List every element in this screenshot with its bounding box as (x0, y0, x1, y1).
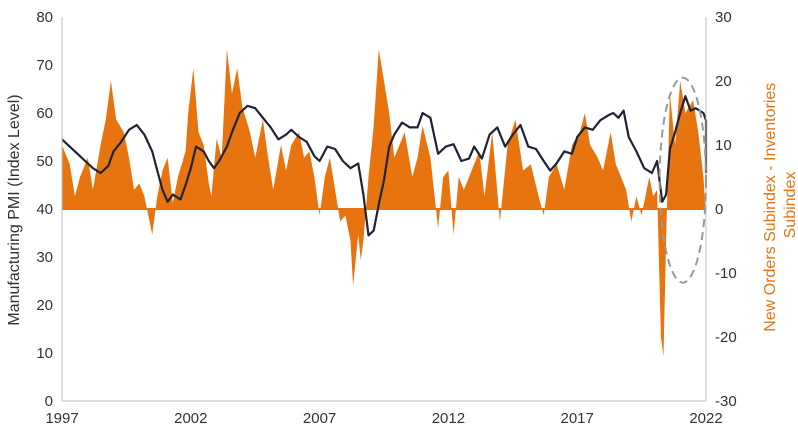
y-left-tick-label: 30 (36, 249, 53, 266)
x-tick-label: 2012 (432, 410, 465, 427)
x-tick-label: 1997 (45, 410, 78, 427)
y-right-tick-label: -30 (715, 393, 737, 410)
y-right-tick-label: -10 (715, 265, 737, 282)
annotation-layer (658, 76, 707, 284)
y-left-tick-label: 0 (45, 393, 53, 410)
y-axis-right-label: New Orders Subindex - Inventories Subind… (762, 78, 798, 331)
y-left-tick-label: 80 (36, 9, 53, 26)
y-right-tick-label: 10 (715, 137, 732, 154)
y-left-tick-label: 20 (36, 297, 53, 314)
axes-layer: 0 10 20 30 40 50 60 70 80 -30 -20 -10 0 10 20 30 1997 200… (36, 9, 736, 427)
y-right-tick-label: -20 (715, 329, 737, 346)
highlight-ellipse (658, 76, 707, 284)
x-tick-label: 2007 (303, 410, 336, 427)
x-tick-label: 2017 (561, 410, 594, 427)
y-axis-left-label: Manufacturing PMI (Index Level) (6, 94, 23, 325)
y-right-tick-label: 20 (715, 73, 732, 90)
y-left-tick-label: 50 (36, 153, 53, 170)
y-left-tick-label: 70 (36, 57, 53, 74)
pmi-line-layer (61, 95, 708, 237)
y-axis-right-label-line-1: New Orders Subindex - Inventories (762, 83, 779, 332)
y-right-tick-label: 0 (715, 201, 723, 218)
pmi-line (61, 95, 708, 237)
x-tick-label: 2022 (689, 410, 722, 427)
y-right-tick-label: 30 (715, 9, 732, 26)
y-axis-right-label-line-2: Subindex (782, 172, 798, 239)
spread-area (62, 49, 706, 357)
y-left-tick-label: 40 (36, 201, 53, 218)
spread-area-layer (62, 49, 706, 357)
y-left-tick-label: 10 (36, 345, 53, 362)
y-left-tick-label: 60 (36, 105, 53, 122)
x-tick-label: 2002 (174, 410, 207, 427)
